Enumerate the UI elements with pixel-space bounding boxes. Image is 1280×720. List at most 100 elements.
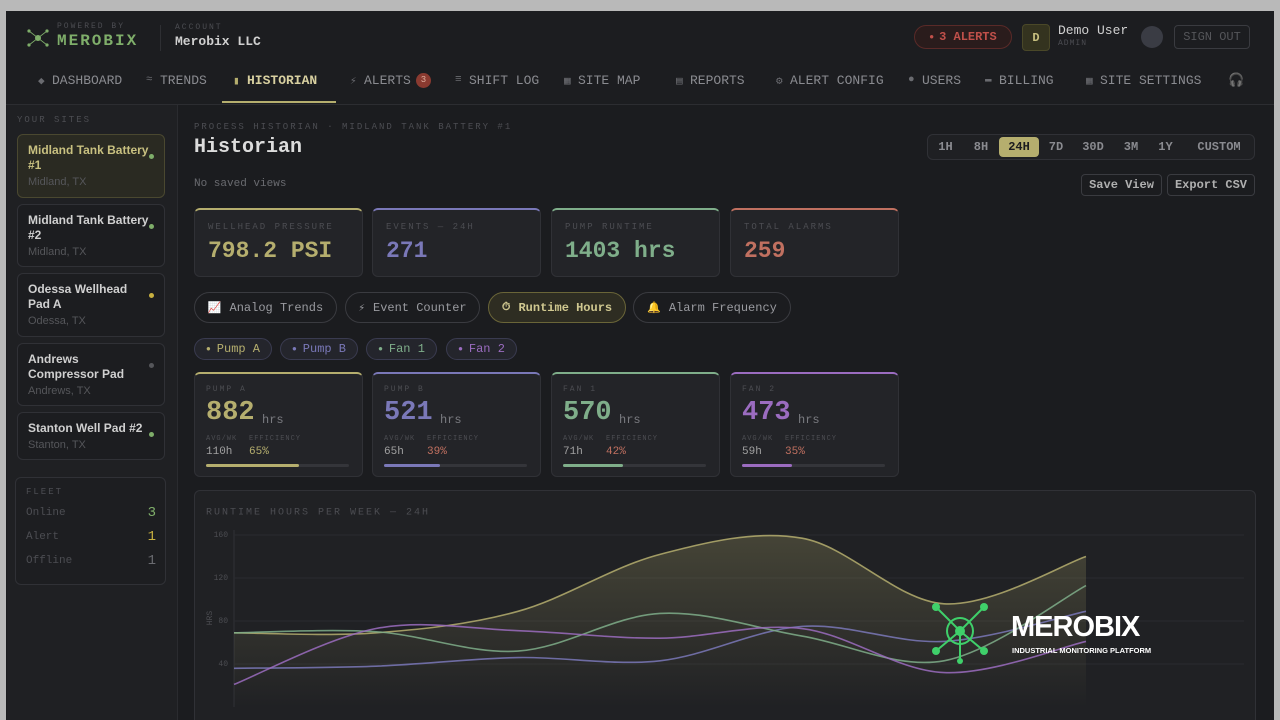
tab[interactable]: ⏱ Runtime Hours [488,292,626,323]
progress-track [742,464,885,467]
range-button[interactable]: CUSTOM [1197,140,1241,154]
powered-by: POWERED BY [57,22,126,31]
series-chip[interactable]: ● Pump B [280,338,358,360]
alerts-badge[interactable]: ● 3 ALERTS [914,25,1012,49]
range-button[interactable]: 8H [973,140,989,154]
equipment-unit: hrs [262,413,284,427]
nav-item[interactable]: DASHBOARD [52,73,123,88]
range-button[interactable]: 3M [1123,140,1139,154]
chip-label: Fan 2 [468,342,505,356]
action-button[interactable]: Save View [1081,174,1162,196]
efficiency-value: 65% [249,446,269,458]
equipment-card [372,372,541,477]
nav-icon: ▦ [1086,76,1093,88]
site-card[interactable] [17,343,165,406]
range-button[interactable]: 7D [1048,140,1064,154]
tab-icon: 🔔 [647,302,661,315]
range-button[interactable]: 24H [999,137,1039,157]
site-location: Midland, TX [28,176,87,188]
tab-icon: 📈 [207,302,222,315]
series-chip[interactable]: ● Fan 1 [366,338,437,360]
sidebar-heading: YOUR SITES [17,115,92,125]
account-name: Merobix LLC [175,34,261,49]
fleet-heading: FLEET [26,487,64,497]
site-card[interactable] [17,273,165,337]
y-tick-label: 40 [218,660,228,669]
tab-label: Alarm Frequency [668,300,777,315]
range-button[interactable]: 1H [938,140,953,154]
series-line [233,623,1087,686]
equipment-name: PUMP A [206,385,247,394]
tab[interactable]: ⚡ Event Counter [345,292,480,323]
site-card[interactable] [17,204,165,267]
nav-item[interactable]: USERS [922,73,962,88]
nav-item[interactable]: SHIFT LOG [469,73,540,88]
fleet-value: 1 [147,553,156,569]
page-title: Historian [194,136,303,159]
equipment-unit: hrs [798,413,820,427]
tab[interactable]: 📈 Analog Trends [194,292,337,323]
progress-track [384,464,527,467]
equipment-unit: hrs [440,413,462,427]
equipment-name: FAN 1 [563,385,598,394]
tab[interactable]: 🔔 Alarm Frequency [633,292,791,323]
equipment-value: 570 [563,398,612,428]
chart-panel: RUNTIME HOURS PER WEEK — 24H HRS 40 80 120… [194,490,1256,720]
y-tick-label: 120 [214,574,229,583]
y-axis-label: HRS [206,611,215,626]
equipment-card [730,372,899,477]
account-label: ACCOUNT [175,23,223,32]
nav-icon: ⚡ [350,76,357,88]
status-dot [149,154,154,159]
nav-item[interactable]: REPORTS [690,73,745,88]
nav-icon: ● [908,74,915,86]
avg-label: AVG/WK [206,435,238,443]
avg-value: 59h [742,446,762,458]
series-line [233,610,1087,670]
equipment-name: FAN 2 [742,385,777,394]
status-dot [149,363,154,368]
nav-item[interactable]: SITE SETTINGS [1100,73,1202,88]
nav-item[interactable]: ALERT CONFIG [790,73,884,88]
fleet-value: 1 [147,529,156,545]
site-card[interactable] [17,134,165,198]
nav-icon: ▬ [985,74,992,86]
action-button[interactable]: Export CSV [1167,174,1255,196]
kpi-value: 1403 hrs [565,238,676,264]
efficiency-value: 39% [427,446,447,458]
chip-label: Pump B [302,342,347,356]
kpi-label: WELLHEAD PRESSURE [208,222,334,232]
kpi-value: 259 [744,238,786,264]
series-chip[interactable]: ● Fan 2 [446,338,517,360]
avg-label: AVG/WK [384,435,416,443]
nav-icon: ▦ [564,76,571,88]
range-group [927,134,1255,160]
chip-dot: ● [205,344,211,354]
nav-item[interactable]: TRENDS [160,73,207,88]
kpi-value: 798.2 PSI [208,238,333,264]
sign-out-button[interactable]: SIGN OUT [1174,25,1250,49]
nav-item[interactable]: HISTORIAN [247,73,318,88]
kpi-card [372,208,541,277]
range-button[interactable]: 1Y [1158,140,1173,154]
chip-dot: ● [291,344,297,354]
series-chip[interactable]: ● Pump A [194,338,272,360]
kpi-value: 271 [386,238,428,264]
nav-item[interactable]: BILLING [999,73,1054,88]
site-card[interactable] [17,412,165,460]
kpi-card [551,208,720,277]
watermark-name: MEROBIX [1011,611,1140,643]
range-button[interactable]: 30D [1082,140,1104,154]
nav-item[interactable]: SITE MAP [578,73,641,88]
user-name: Demo User [1058,23,1129,38]
avatar[interactable] [1141,26,1163,48]
equipment-value: 473 [742,398,791,428]
tab-icon: ⏱ [501,301,511,314]
divider [160,25,161,51]
series-line [233,534,1087,636]
site-name: Andrews Compressor Pad [28,352,125,381]
brand-name: MEROBIX [57,32,139,50]
nav-item[interactable]: ALERTS [364,73,411,88]
eff-label: EFFICIENCY [785,435,838,443]
